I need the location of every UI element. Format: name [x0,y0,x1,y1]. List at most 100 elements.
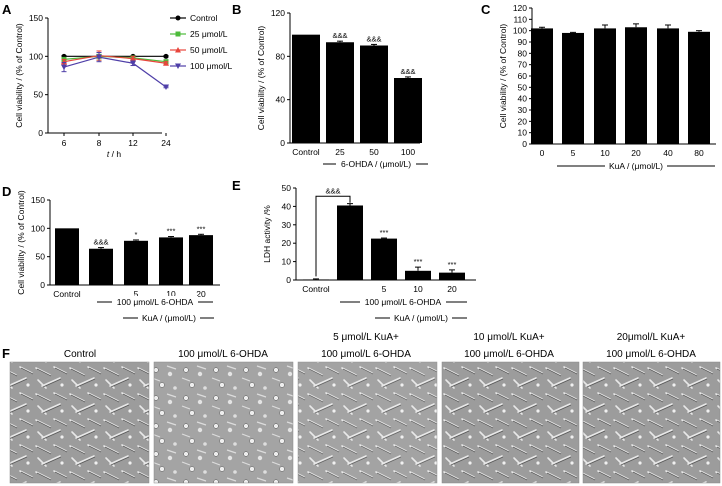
image-caption-3b: 100 μmol/L 6-OHDA [321,349,411,360]
chart-e: 0 10 20 30 40 50 LDH activity /% Control *** 5 ***… [262,183,476,323]
bar-c-1 [562,32,584,144]
chart-b: 0 40 80 120 Cell viability / (% of Control) C… [256,8,428,169]
x-tick-label-a-3: 24 [161,138,171,148]
y-tick-label-c-6: 60 [518,71,528,81]
image-caption-5a: 20μmol/L KuA+ [617,332,686,343]
bracket-sig-label-e: &&& [325,186,340,195]
bar-d-4 [189,235,213,285]
panel-label-c: C [481,2,491,17]
bar-e-4 [439,272,465,280]
bar-c-2 [594,28,616,144]
data-point-a-3-3 [163,84,169,90]
chart-d: 0 50 100 150 Cell viability / (% of Control)… [16,190,220,323]
chart-a: 0 50 100 150 Cell viability / (% of Control)… [14,13,232,159]
y-axis-label-a: Cell viability / (% of Control) [14,23,24,128]
x-tick-label-d-2: 5 [134,289,139,299]
bar-c-5 [688,31,710,144]
micrograph-kua10 [441,361,580,484]
group-label-c: KuA / (μmol/L) [609,161,663,171]
bar-e-1 [337,205,363,280]
y-tick-label-e-2: 20 [282,238,292,248]
sig-label-b-3: &&& [400,67,415,76]
y-axis-label-b: Cell viability / (% of Control) [256,26,266,131]
panel-label-d: D [2,184,11,199]
legend-marker-a-3 [175,63,181,69]
x-tick-label-b-2: 50 [369,147,379,157]
legend-marker-a-2 [175,47,181,53]
bar-b-0 [292,34,320,143]
y-tick-label-c-11: 110 [513,14,527,24]
bar-d-2 [124,240,148,285]
bar-e-2 [371,238,397,280]
sig-label-e-4: *** [448,260,457,269]
x-tick-label-c-1: 5 [571,148,576,158]
bar-d-3 [159,237,183,285]
y-tick-label-a-3: 150 [29,13,43,23]
y-tick-label-e-4: 40 [282,201,292,211]
x-tick-label-e-2: 5 [382,284,387,294]
group-label-e-2: KuA / (μmol/L) [394,313,448,323]
y-tick-label-c-7: 70 [518,60,528,70]
x-axis-label-a-unit: / h [109,149,121,159]
group-label-bg-c [605,160,667,171]
image-caption-1: Control [64,349,96,360]
y-tick-label-d-1: 50 [36,252,46,262]
bar-c-0 [531,28,553,144]
x-tick-label-a-2: 12 [128,138,138,148]
bar-b-3 [394,78,422,143]
group-label-d-2: KuA / (μmol/L) [142,313,196,323]
group-label-d-1: 100 μmol/L 6-OHDA [117,297,194,307]
image-caption-4a: 10 μmol/L KuA+ [473,332,544,343]
micrograph-kua20 [582,361,721,484]
series-line-a-3 [63,56,167,88]
x-tick-label-c-4: 40 [663,148,673,158]
y-axis-label-e: LDH activity /% [262,205,272,263]
bar-c-4 [657,28,679,144]
bar-e-3 [405,270,431,280]
sig-label-b-2: &&& [366,34,381,43]
y-tick-label-a-2: 100 [29,51,43,61]
micrograph-kua5 [297,361,438,484]
y-tick-label-c-5: 50 [518,82,528,92]
x-tick-label-d-0: Control [53,289,81,299]
y-tick-label-e-0: 0 [286,275,291,285]
series-line-a-2 [63,54,167,64]
y-tick-label-b-0: 0 [280,138,285,148]
x-tick-label-c-2: 10 [600,148,610,158]
bar-e-0 [303,279,329,281]
y-tick-label-d-2: 100 [31,223,45,233]
group-label-bg-d-2 [138,312,200,323]
sig-label-d-3: *** [167,227,176,236]
sig-label-e-2: *** [380,228,389,237]
panel-label-a: A [2,2,12,17]
x-axis-label-a-var: t [107,149,110,159]
legend-label-a-0: Control [190,13,218,23]
image-caption-3a: 5 μmol/L KuA+ [333,332,399,343]
y-axis-label-c: Cell viability / (% of Control) [498,24,508,129]
bar-c-3 [625,27,647,145]
data-point-a-3-2 [130,60,136,67]
y-axis-label-d: Cell viability / (% of Control) [16,190,26,295]
bar-d-0 [55,228,79,285]
x-tick-label-b-1: 25 [335,147,345,157]
legend-marker-a-1 [175,31,181,37]
group-label-b: 6-OHDA / (μmol/L) [341,159,411,169]
legend-label-a-3: 100 μmol/L [190,61,232,71]
y-tick-label-e-3: 30 [282,220,292,230]
x-tick-label-b-3: 100 [401,147,415,157]
bar-b-1 [326,42,354,143]
x-tick-label-e-0: Control [302,284,330,294]
y-tick-label-c-12: 120 [513,3,527,13]
data-point-a-3-0 [61,64,67,71]
y-tick-label-c-10: 100 [513,26,527,36]
x-tick-label-d-3: 10 [166,289,176,299]
group-label-bg-e-2 [390,312,452,323]
sig-label-d-2: * [135,230,138,239]
y-tick-label-c-9: 90 [518,37,528,47]
x-tick-label-b-0: Control [292,147,320,157]
data-point-a-3-1 [96,54,102,61]
y-tick-label-e-1: 10 [282,257,292,267]
y-tick-label-d-3: 150 [31,195,45,205]
sig-label-d-1: &&& [93,238,108,247]
y-tick-label-b-2: 80 [276,51,286,61]
